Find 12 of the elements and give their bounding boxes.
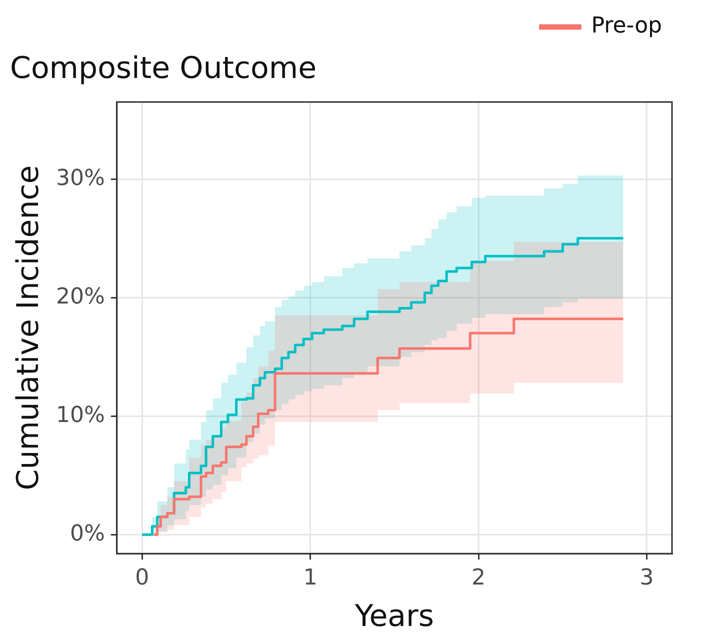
y-tick-label: 10% bbox=[56, 402, 105, 428]
x-tick-label: 0 bbox=[135, 566, 150, 591]
y-axis-title: Cumulative Incidence bbox=[10, 165, 46, 490]
y-tick-label: 20% bbox=[56, 284, 105, 310]
y-tick-label: 30% bbox=[56, 166, 105, 191]
x-tick-label: 1 bbox=[303, 566, 318, 591]
y-tick-label: 0% bbox=[70, 521, 105, 546]
x-tick-label: 3 bbox=[640, 566, 654, 591]
x-tick-label: 2 bbox=[472, 566, 486, 591]
legend-label: Pre-op bbox=[591, 14, 662, 39]
chart-title: Composite Outcome bbox=[10, 50, 317, 86]
x-axis-title: Years bbox=[354, 598, 434, 634]
